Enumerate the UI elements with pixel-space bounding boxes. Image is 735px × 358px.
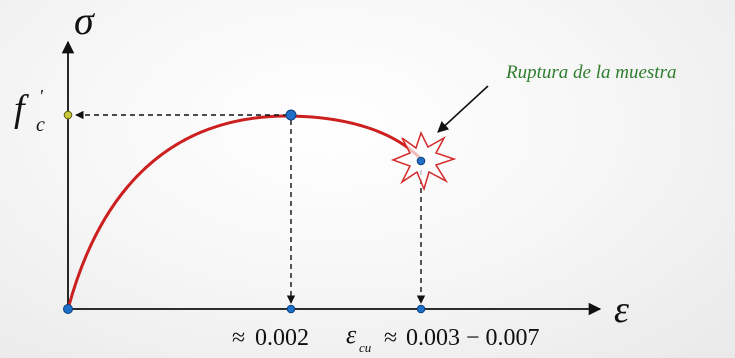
strain-ultimate-symbol: ε <box>346 320 357 349</box>
strain-ultimate-label: ε cu ≈ 0.003 − 0.007 <box>346 320 540 355</box>
strain-ultimate-axis-point <box>416 304 426 314</box>
origin-point <box>63 304 73 314</box>
peak-stress-marker <box>63 110 73 120</box>
stress-strain-curve <box>66 114 424 311</box>
strain-peak-label: ≈ 0.002 <box>232 325 309 351</box>
x-axis-label: ε <box>614 289 629 331</box>
strain-ultimate-subscript: cu <box>359 340 372 355</box>
rupture-label: Ruptura de la muestra <box>505 62 676 83</box>
y-axis-label: σ <box>74 0 95 43</box>
peak-stress-subscript: c <box>36 114 45 136</box>
peak-stress-base: f <box>14 88 29 130</box>
strain-peak-value: 0.002 <box>255 325 309 351</box>
rupture-pointer-arrow <box>437 85 489 133</box>
strain-peak-approx: ≈ <box>232 325 245 351</box>
peak-point <box>285 109 297 121</box>
strain-peak-axis-point <box>286 304 296 314</box>
strain-ultimate-range: 0.003 − 0.007 <box>406 325 540 351</box>
peak-stress-label: f ' c <box>14 86 45 136</box>
strain-ultimate-approx: ≈ <box>384 325 397 351</box>
peak-stress-prime: ' <box>39 86 44 106</box>
rupture-point <box>416 156 426 166</box>
